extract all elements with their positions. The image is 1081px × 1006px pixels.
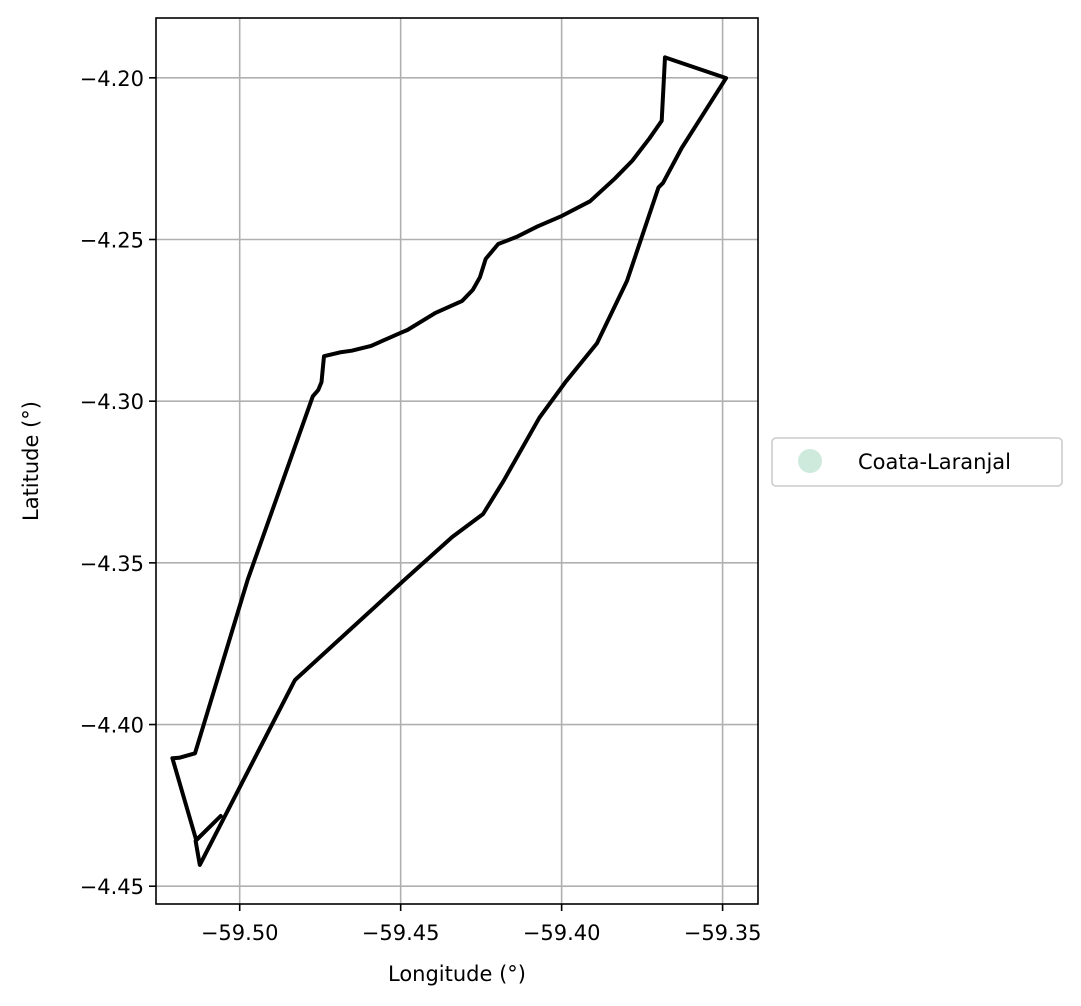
- y-tick-label: −4.40: [80, 714, 144, 738]
- x-axis-ticks: −59.50 −59.45 −59.40 −59.35: [201, 904, 762, 945]
- y-tick-label: −4.35: [80, 552, 144, 576]
- legend: Coata-Laranjal: [771, 437, 1063, 487]
- legend-label-coata-laranjal: Coata-Laranjal: [858, 450, 1011, 474]
- x-tick-label: −59.45: [362, 921, 440, 945]
- x-tick-label: −59.50: [201, 921, 279, 945]
- region-outline-coata-laranjal: [170, 55, 729, 867]
- grid-lines: [156, 18, 758, 904]
- y-axis-label: Latitude (°): [19, 401, 43, 521]
- axes-frame: [155, 17, 759, 905]
- y-tick-label: −4.45: [80, 875, 144, 899]
- legend-marker-coata-laranjal: [798, 449, 822, 473]
- y-tick-label: −4.20: [80, 67, 144, 91]
- y-tick-label: −4.25: [80, 229, 144, 253]
- y-tick-label: −4.30: [80, 390, 144, 414]
- x-tick-label: −59.40: [523, 921, 601, 945]
- x-tick-label: −59.35: [684, 921, 762, 945]
- x-axis-label: Longitude (°): [388, 962, 526, 986]
- legend-box: [771, 437, 1063, 487]
- y-axis-ticks: −4.20 −4.25 −4.30 −4.35 −4.40 −4.45: [80, 67, 156, 899]
